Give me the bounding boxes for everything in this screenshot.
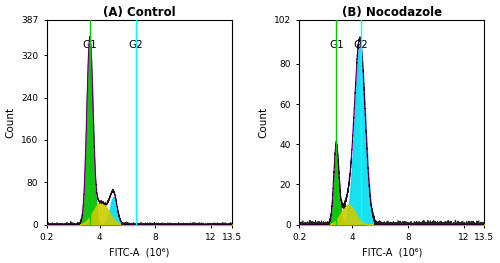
Y-axis label: Count: Count xyxy=(6,107,16,138)
X-axis label: FITC-A  (10⁶): FITC-A (10⁶) xyxy=(362,247,422,257)
Text: G1: G1 xyxy=(329,40,344,50)
Text: G1: G1 xyxy=(82,40,97,50)
Y-axis label: Count: Count xyxy=(258,107,268,138)
Title: (B) Nocodazole: (B) Nocodazole xyxy=(342,6,442,19)
Text: G2: G2 xyxy=(353,40,368,50)
X-axis label: FITC-A  (10⁶): FITC-A (10⁶) xyxy=(109,247,170,257)
Title: (A) Control: (A) Control xyxy=(103,6,176,19)
Text: G2: G2 xyxy=(128,40,143,50)
